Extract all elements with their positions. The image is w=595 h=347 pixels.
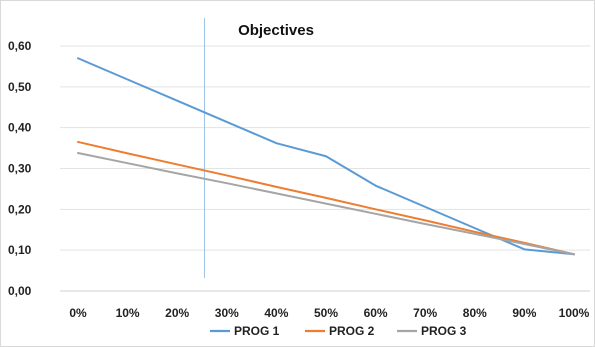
y-axis-ticks: 0,00 0,10 0,20 0,30 0,40 0,50 0,60	[8, 39, 32, 298]
y-tick-label: 0,20	[8, 202, 32, 216]
legend-item: PROG 2	[305, 324, 375, 338]
legend-item: PROG 3	[397, 324, 467, 338]
grid-lines	[60, 45, 590, 292]
y-tick-label: 0,60	[8, 39, 32, 53]
x-tick-label: 10%	[116, 306, 140, 320]
series-line-3	[77, 151, 575, 256]
legend-label: PROG 1	[234, 324, 280, 338]
x-axis-ticks: 0% 10% 20% 30% 40% 50% 60% 70% 80% 90% 100%	[69, 306, 589, 320]
legend-label: PROG 3	[421, 324, 467, 338]
series-line-2	[77, 140, 575, 256]
x-tick-label: 50%	[314, 306, 338, 320]
legend: PROG 1 PROG 2 PROG 3	[210, 324, 467, 338]
x-tick-label: 100%	[559, 306, 590, 320]
legend-label: PROG 2	[329, 324, 375, 338]
x-tick-label: 90%	[512, 306, 536, 320]
x-tick-label: 0%	[69, 306, 87, 320]
y-tick-label: 0,40	[8, 121, 32, 135]
y-tick-label: 0,00	[8, 284, 32, 298]
x-tick-label: 70%	[413, 306, 437, 320]
series-lines	[77, 57, 575, 256]
y-tick-label: 0,50	[8, 80, 32, 94]
x-tick-label: 30%	[215, 306, 239, 320]
x-tick-label: 80%	[463, 306, 487, 320]
x-tick-label: 20%	[165, 306, 189, 320]
y-tick-label: 0,10	[8, 243, 32, 257]
chart-title: Objectives	[238, 22, 314, 39]
x-tick-label: 60%	[364, 306, 388, 320]
legend-item: PROG 1	[210, 324, 280, 338]
y-tick-label: 0,30	[8, 162, 32, 176]
x-tick-label: 40%	[264, 306, 288, 320]
